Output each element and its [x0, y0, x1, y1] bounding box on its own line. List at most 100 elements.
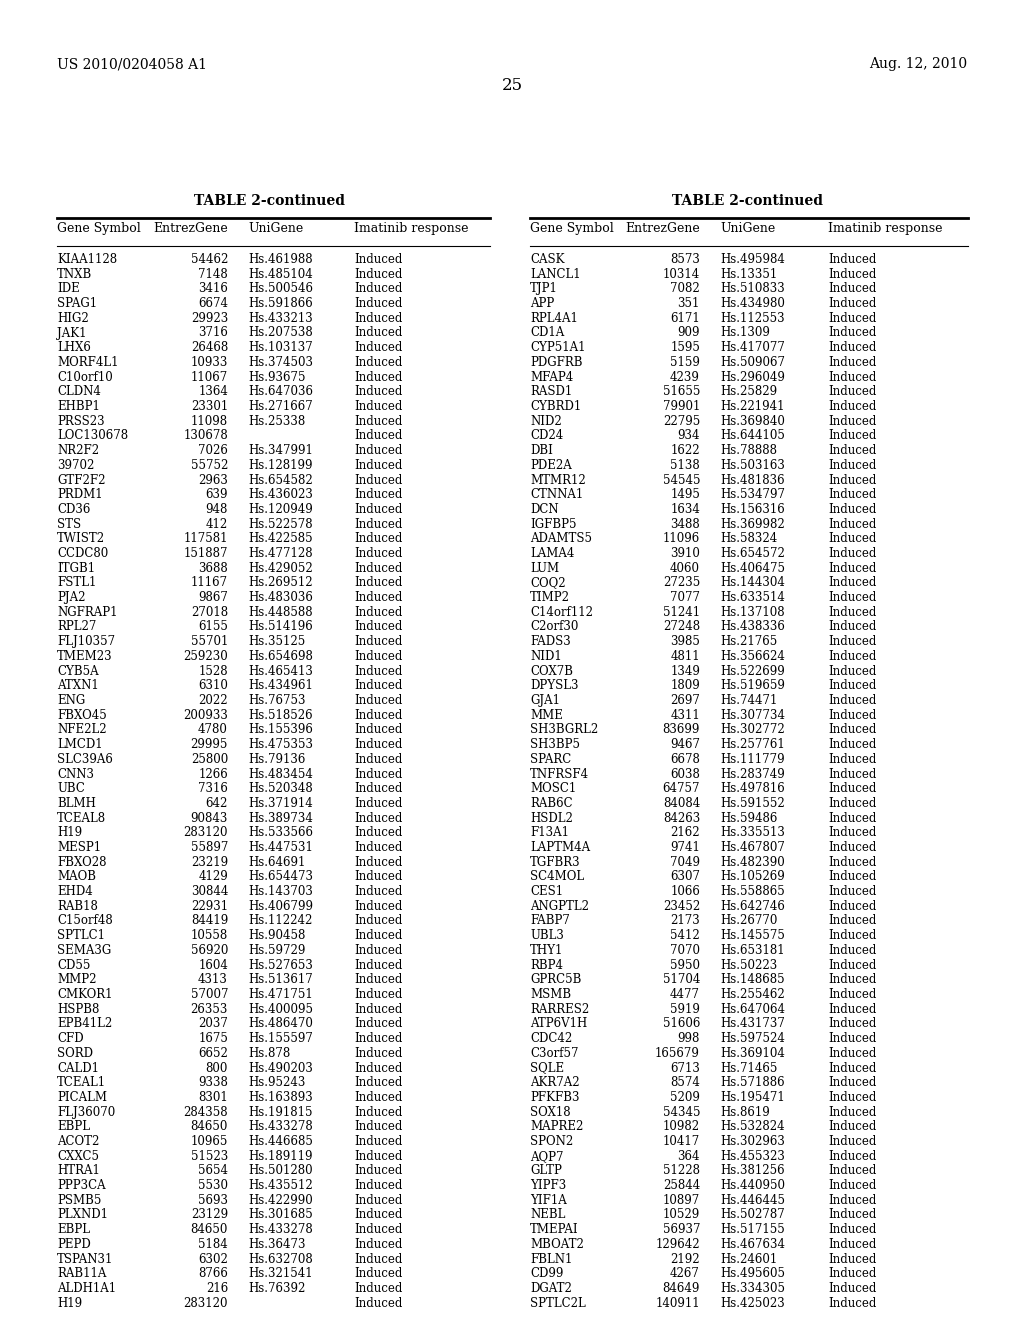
- Text: 84263: 84263: [663, 812, 700, 825]
- Text: Induced: Induced: [354, 414, 402, 428]
- Text: Induced: Induced: [354, 400, 402, 413]
- Text: Hs.74471: Hs.74471: [720, 694, 777, 708]
- Text: 1364: 1364: [198, 385, 228, 399]
- Text: Induced: Induced: [828, 503, 877, 516]
- Text: LUM: LUM: [530, 562, 559, 574]
- Text: 51606: 51606: [663, 1018, 700, 1031]
- Text: Gene Symbol: Gene Symbol: [57, 222, 140, 235]
- Text: 30844: 30844: [190, 886, 228, 898]
- Text: Hs.156316: Hs.156316: [720, 503, 784, 516]
- Text: Induced: Induced: [828, 680, 877, 692]
- Text: Induced: Induced: [828, 1135, 877, 1148]
- Text: Hs.522699: Hs.522699: [720, 664, 784, 677]
- Text: Hs.25829: Hs.25829: [720, 385, 777, 399]
- Text: GPRC5B: GPRC5B: [530, 973, 582, 986]
- Text: FABP7: FABP7: [530, 915, 570, 928]
- Text: 1604: 1604: [198, 958, 228, 972]
- Text: Induced: Induced: [828, 973, 877, 986]
- Text: EBPL: EBPL: [57, 1121, 90, 1134]
- Text: Hs.483454: Hs.483454: [248, 767, 313, 780]
- Text: Hs.103137: Hs.103137: [248, 341, 312, 354]
- Text: Hs.485104: Hs.485104: [248, 268, 312, 281]
- Text: Hs.653181: Hs.653181: [720, 944, 784, 957]
- Text: 51523: 51523: [190, 1150, 228, 1163]
- Text: EBPL: EBPL: [57, 1224, 90, 1237]
- Text: 10982: 10982: [663, 1121, 700, 1134]
- Text: STS: STS: [57, 517, 81, 531]
- Text: 216: 216: [206, 1282, 228, 1295]
- Text: 39702: 39702: [57, 459, 94, 471]
- Text: FSTL1: FSTL1: [57, 577, 96, 590]
- Text: Hs.269512: Hs.269512: [248, 577, 312, 590]
- Text: 998: 998: [678, 1032, 700, 1045]
- Text: LHX6: LHX6: [57, 341, 91, 354]
- Text: Induced: Induced: [828, 517, 877, 531]
- Text: CD36: CD36: [57, 503, 90, 516]
- Text: 7082: 7082: [671, 282, 700, 296]
- Text: 5919: 5919: [670, 1003, 700, 1015]
- Text: Hs.24601: Hs.24601: [720, 1253, 777, 1266]
- Text: Hs.137108: Hs.137108: [720, 606, 784, 619]
- Text: Hs.467807: Hs.467807: [720, 841, 784, 854]
- Text: LAPTM4A: LAPTM4A: [530, 841, 590, 854]
- Text: Induced: Induced: [354, 312, 402, 325]
- Text: 11096: 11096: [663, 532, 700, 545]
- Text: 7070: 7070: [670, 944, 700, 957]
- Text: 3985: 3985: [670, 635, 700, 648]
- Text: Hs.647064: Hs.647064: [720, 1003, 785, 1015]
- Text: SH3BP5: SH3BP5: [530, 738, 580, 751]
- Text: 284358: 284358: [183, 1106, 228, 1118]
- Text: NGFRAP1: NGFRAP1: [57, 606, 118, 619]
- Text: 4267: 4267: [670, 1267, 700, 1280]
- Text: Induced: Induced: [828, 1253, 877, 1266]
- Text: Induced: Induced: [354, 797, 402, 810]
- Text: C10orf10: C10orf10: [57, 371, 113, 384]
- Text: SPTLC1: SPTLC1: [57, 929, 105, 942]
- Text: Hs.495605: Hs.495605: [720, 1267, 785, 1280]
- Text: COQ2: COQ2: [530, 577, 565, 590]
- Text: SPAG1: SPAG1: [57, 297, 97, 310]
- Text: Hs.520348: Hs.520348: [248, 783, 312, 795]
- Text: 54545: 54545: [663, 474, 700, 487]
- Text: Induced: Induced: [828, 767, 877, 780]
- Text: MBOAT2: MBOAT2: [530, 1238, 584, 1251]
- Text: Induced: Induced: [354, 694, 402, 708]
- Text: TCEAL1: TCEAL1: [57, 1076, 106, 1089]
- Text: Hs.255462: Hs.255462: [720, 987, 784, 1001]
- Text: Induced: Induced: [354, 606, 402, 619]
- Text: Hs.143703: Hs.143703: [248, 886, 313, 898]
- Text: AQP7: AQP7: [530, 1150, 563, 1163]
- Text: SQLE: SQLE: [530, 1061, 564, 1074]
- Text: Induced: Induced: [354, 356, 402, 368]
- Text: Hs.522578: Hs.522578: [248, 517, 312, 531]
- Text: C3orf57: C3orf57: [530, 1047, 579, 1060]
- Text: Induced: Induced: [828, 841, 877, 854]
- Text: RPL4A1: RPL4A1: [530, 312, 578, 325]
- Text: 1622: 1622: [671, 444, 700, 457]
- Text: Induced: Induced: [828, 400, 877, 413]
- Text: Induced: Induced: [828, 1193, 877, 1206]
- Text: FLJ36070: FLJ36070: [57, 1106, 116, 1118]
- Text: Induced: Induced: [354, 326, 402, 339]
- Text: GLTP: GLTP: [530, 1164, 562, 1177]
- Text: DCN: DCN: [530, 503, 559, 516]
- Text: Hs.93675: Hs.93675: [248, 371, 305, 384]
- Text: 934: 934: [678, 429, 700, 442]
- Text: MFAP4: MFAP4: [530, 371, 573, 384]
- Text: 639: 639: [206, 488, 228, 502]
- Text: 22795: 22795: [663, 414, 700, 428]
- Text: 6678: 6678: [670, 752, 700, 766]
- Text: Hs.90458: Hs.90458: [248, 929, 305, 942]
- Text: Hs.79136: Hs.79136: [248, 752, 305, 766]
- Text: Induced: Induced: [828, 1238, 877, 1251]
- Text: RAB11A: RAB11A: [57, 1267, 106, 1280]
- Text: PICALM: PICALM: [57, 1090, 106, 1104]
- Text: 23301: 23301: [190, 400, 228, 413]
- Text: 5693: 5693: [198, 1193, 228, 1206]
- Text: Hs.78888: Hs.78888: [720, 444, 777, 457]
- Text: HSDL2: HSDL2: [530, 812, 572, 825]
- Text: CD99: CD99: [530, 1267, 563, 1280]
- Text: TMEM23: TMEM23: [57, 649, 113, 663]
- Text: Hs.429052: Hs.429052: [248, 562, 312, 574]
- Text: Induced: Induced: [354, 474, 402, 487]
